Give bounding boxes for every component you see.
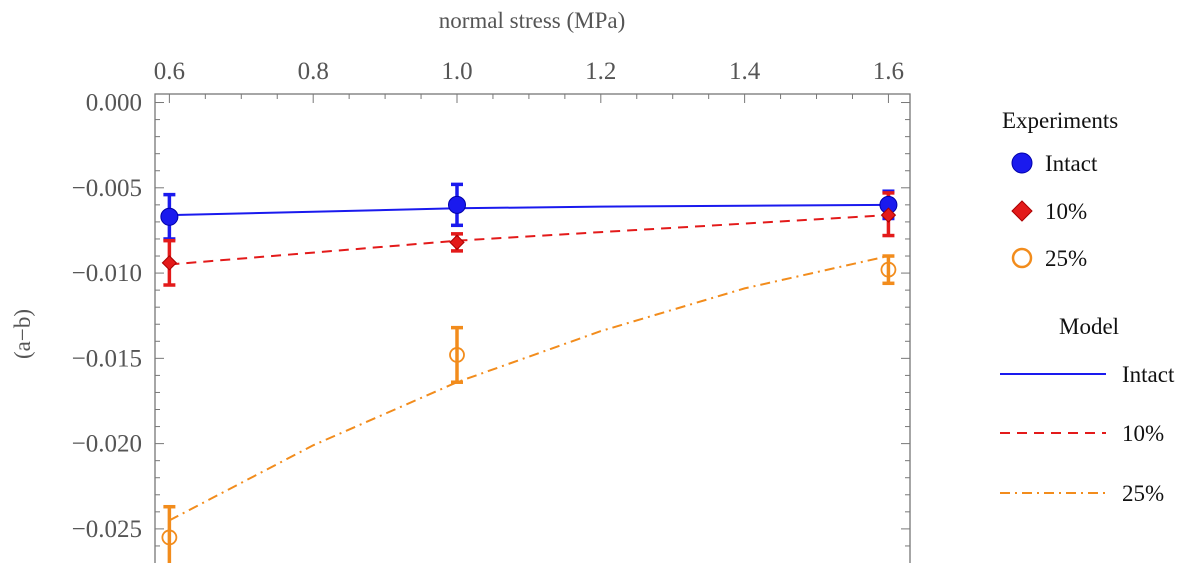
legend: Experiments Intact 10% 25% Model Intact …: [1000, 108, 1175, 506]
legend-model-10pct-label: 10%: [1122, 421, 1164, 446]
y-tick-label: −0.005: [72, 175, 142, 202]
point-10pct: [449, 234, 465, 251]
y-tick-label: −0.015: [72, 345, 142, 372]
x-tick-label: 1.4: [729, 58, 761, 85]
legend-10pct-marker: [1011, 200, 1033, 222]
point-10pct: [880, 207, 897, 223]
error-bar-25pct: [882, 254, 895, 286]
legend-experiments-title: Experiments: [1002, 108, 1118, 133]
y-tick-label: −0.025: [72, 516, 142, 543]
legend-model-25pct-label: 25%: [1122, 481, 1164, 506]
point-25pct: [449, 347, 465, 363]
model-line-10pct: [169, 214, 889, 266]
legend-model-intact-label: Intact: [1122, 362, 1175, 387]
x-tick-label: 1.6: [873, 58, 904, 85]
plot-frame-rect: [154, 93, 911, 563]
x-tick-label: 0.8: [298, 58, 329, 85]
model-lines: [168, 203, 889, 522]
point-25pct: [161, 529, 178, 546]
y-axis-ticks: 0.000 −0.005 −0.010 −0.015 −0.020 −0.025: [72, 90, 910, 547]
y-axis-title: (a−b): [10, 309, 35, 359]
y-tick-label: −0.010: [72, 260, 142, 287]
legend-exp-10pct-label: 10%: [1045, 199, 1087, 224]
x-tick-label: 1.0: [441, 58, 472, 85]
data-points: [160, 195, 898, 546]
x-tick-label: 1.2: [585, 58, 616, 85]
y-tick-label: 0.000: [86, 90, 142, 117]
model-line-intact: [169, 203, 889, 217]
x-axis-title: normal stress (MPa): [439, 8, 626, 33]
point-25pct: [880, 261, 897, 278]
legend-exp-intact-label: Intact: [1045, 151, 1098, 176]
y-tick-label: −0.020: [72, 431, 142, 458]
legend-model-title: Model: [1059, 314, 1119, 339]
plot-frame: [154, 93, 911, 563]
x-tick-label: 0.6: [154, 58, 185, 85]
model-line-25pct: [168, 255, 889, 522]
point-intact: [448, 195, 466, 214]
legend-exp-25pct-label: 25%: [1045, 246, 1087, 271]
point-10pct: [161, 255, 178, 271]
legend-25pct-marker: [1011, 247, 1033, 269]
point-intact: [160, 207, 179, 226]
error-bars: [163, 182, 895, 563]
error-bar-25pct: [451, 325, 463, 384]
x-axis-ticks: 0.6 0.8 1.0 1.2 1.4 1.6: [154, 58, 904, 103]
legend-intact-marker: [1011, 152, 1033, 174]
error-bar-25pct: [163, 504, 176, 563]
